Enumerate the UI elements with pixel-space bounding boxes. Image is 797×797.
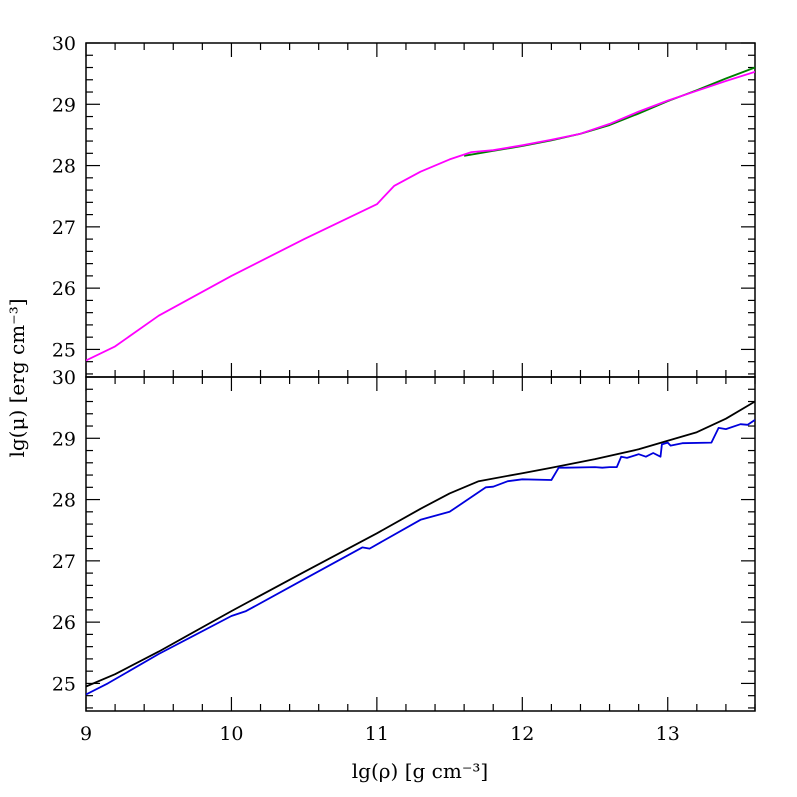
bottom-series-line-2 — [86, 419, 755, 696]
bottom-series-line-1 — [86, 400, 755, 688]
bottom-x-tick-label: 13 — [656, 723, 680, 745]
bottom-y-tick-label: 29 — [52, 428, 76, 450]
bottom-y-tick-label: 27 — [52, 551, 76, 573]
top-y-tick-label: 27 — [52, 217, 76, 239]
top-y-tick-label: 29 — [52, 94, 76, 116]
bottom-panel-frame — [85, 376, 756, 712]
bottom-y-tick-label: 25 — [52, 673, 76, 695]
top-y-tick-label: 28 — [52, 156, 76, 178]
x-axis-label: lg(ρ) [g cm⁻³] — [352, 759, 488, 783]
bottom-y-tick-label: 26 — [52, 612, 76, 634]
y-axis-label: lg(μ) [erg cm⁻³] — [5, 298, 29, 457]
top-panel-frame — [85, 42, 756, 378]
bottom-y-tick-label: 28 — [52, 490, 76, 512]
bottom-x-tick-label: 9 — [80, 723, 92, 745]
bottom-x-tick-label: 11 — [365, 723, 389, 745]
top-series-line-2 — [86, 70, 755, 362]
top-panel: 25 26 27 28 29 30 — [52, 33, 756, 378]
top-series-line-1 — [463, 66, 755, 157]
bottom-x-tick-label: 10 — [219, 723, 243, 745]
bottom-y-tick-label: 30 — [52, 367, 76, 389]
top-y-tick-label: 30 — [52, 33, 76, 55]
top-y-tick-label: 26 — [52, 278, 76, 300]
bottom-panel: 25 26 27 28 29 30 9 10 11 12 13 — [52, 367, 756, 745]
top-y-tick-label: 25 — [52, 339, 76, 361]
bottom-x-tick-label: 12 — [510, 723, 534, 745]
